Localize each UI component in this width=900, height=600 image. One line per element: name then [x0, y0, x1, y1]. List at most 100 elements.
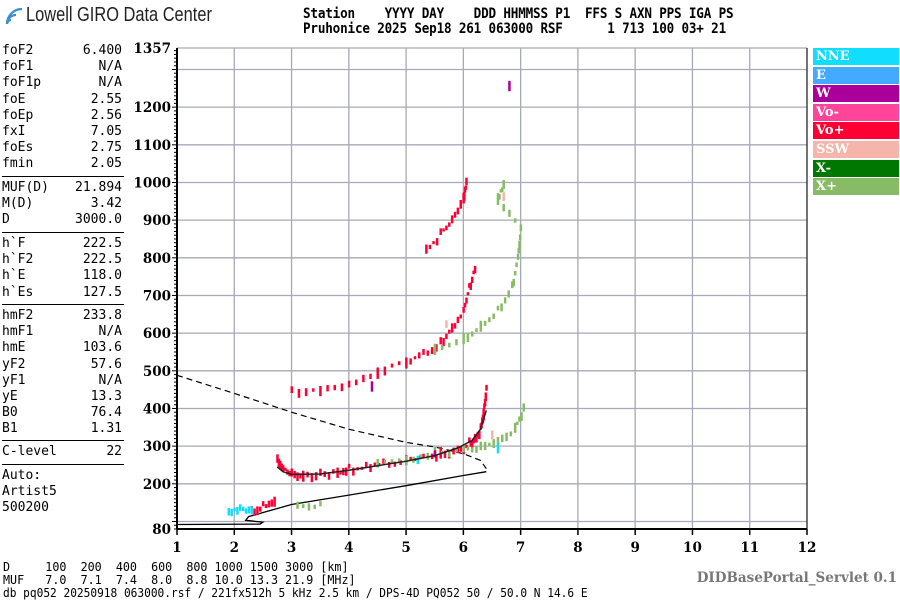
- trace-point-xplus: [455, 339, 458, 346]
- param-name: yE: [2, 389, 18, 404]
- trace-point-voplus: [459, 200, 462, 209]
- trace-point-voplus: [253, 508, 256, 516]
- trace-point-xplus: [501, 187, 504, 193]
- trace-point-voplus: [290, 468, 294, 477]
- param-value: 3000.0: [75, 212, 122, 228]
- trace-point-xplus: [513, 270, 517, 276]
- trace-point-xplus: [516, 253, 520, 260]
- divider: [2, 440, 124, 441]
- trace-point-voplus: [369, 464, 372, 473]
- x-tick-label: 4: [344, 540, 353, 556]
- trace-point-xplus: [470, 447, 474, 453]
- param-value: 2.56: [90, 107, 122, 123]
- logo: Lowell GIRO Data Center: [4, 3, 253, 27]
- trace-point-xplus: [466, 446, 470, 451]
- divider: [2, 304, 124, 305]
- trace-point-voplus: [344, 467, 348, 476]
- param-name: MUF(D): [2, 180, 49, 195]
- trace-point-voplus: [465, 297, 468, 304]
- trace-point-xplus: [475, 445, 478, 453]
- param-name: h`F: [2, 236, 26, 251]
- trace-point-xplus: [517, 247, 520, 254]
- param-value: 2.55: [90, 91, 122, 107]
- param-row-ye: yE 13.3: [2, 389, 122, 405]
- trace-point-voplus: [439, 337, 442, 345]
- trace-point-voplus: [376, 367, 379, 379]
- logo-text: Lowell GIRO Data Center: [26, 3, 212, 26]
- param-value: 222.5: [82, 236, 122, 251]
- trace-point-voplus: [450, 323, 454, 333]
- trace-point-voplus: [445, 225, 448, 231]
- param-value: 7.05: [90, 124, 122, 139]
- trace-point-xplus: [501, 434, 504, 443]
- trace-point-voplus: [472, 270, 475, 275]
- param-name: hmF1: [2, 324, 34, 340]
- trace-point-voplus: [422, 453, 425, 459]
- trace-point-voplus: [369, 373, 372, 379]
- trace-point-xplus: [483, 320, 487, 326]
- y-tick-label: 500: [143, 364, 171, 380]
- header-values: Pruhonice 2025 Sep18 261 063000 RSF 1 71…: [303, 21, 726, 37]
- param-name: C-level: [2, 444, 57, 459]
- trace-point-xplus: [512, 278, 515, 287]
- trace-point-xplus: [440, 344, 444, 350]
- trace-point-xplus: [505, 432, 508, 442]
- param-row-yf2: yF2 57.6: [2, 357, 122, 373]
- trace-point-voplus: [302, 470, 305, 482]
- trace-point-voplus: [485, 384, 488, 391]
- param-name: hmF2: [2, 308, 34, 323]
- trace-point-voplus: [453, 211, 457, 218]
- param-value: N/A: [98, 372, 122, 388]
- param-row-clevel: C-level 22: [2, 444, 122, 460]
- trace-point-xplus: [479, 441, 483, 451]
- trace-point-w: [433, 450, 437, 458]
- trace-point-voplus: [347, 463, 351, 469]
- trace-point-xplus: [462, 445, 465, 453]
- trace-point-voplus: [435, 454, 438, 462]
- trace-point-voplus: [469, 441, 473, 447]
- param-name: foEp: [2, 107, 34, 123]
- x-tick-label: 2: [230, 540, 239, 556]
- trace-point-voplus: [452, 447, 455, 455]
- legend-item-xplus: X+: [813, 178, 899, 196]
- trace-point-xplus: [462, 332, 465, 345]
- trace-point-voplus: [445, 333, 448, 340]
- param-value: N/A: [98, 59, 122, 75]
- trace-point-voplus: [409, 456, 412, 461]
- trace-point-xplus: [513, 422, 517, 433]
- trace-point-xplus: [433, 343, 437, 356]
- x-tick-label: 6: [459, 540, 468, 556]
- param-value: 103.6: [82, 340, 122, 356]
- trace-point-voplus: [387, 461, 391, 468]
- trace-point-voplus: [442, 337, 445, 347]
- x-tick-label: 3: [287, 540, 296, 556]
- trace-point-voplus: [417, 352, 421, 359]
- divider: [2, 464, 124, 465]
- trace-point-voplus: [299, 473, 302, 479]
- param-value: 22: [106, 444, 122, 459]
- trace-point-voplus: [340, 383, 344, 392]
- trace-point-voplus: [333, 384, 336, 391]
- trace-point-voplus: [327, 472, 331, 480]
- trace-point-nne: [230, 508, 233, 517]
- param-name: yF2: [2, 356, 26, 372]
- trace-point-nne: [496, 443, 500, 454]
- trace-point-voplus: [456, 316, 460, 324]
- trace-point-voplus: [468, 437, 471, 443]
- trace-point-voplus: [390, 363, 394, 368]
- trace-point-voplus: [373, 462, 377, 467]
- autoscaling-info: 500200: [2, 500, 49, 516]
- trace-point-voplus: [314, 472, 318, 481]
- trace-point-xplus: [513, 218, 517, 223]
- param-row-b0: B0 76.4: [2, 405, 122, 421]
- x-tick-label: 12: [798, 540, 817, 556]
- trace-point-voplus: [382, 458, 385, 464]
- trace-point-voplus: [439, 446, 442, 459]
- trace-point-voplus: [383, 366, 387, 376]
- param-value: 127.5: [82, 284, 122, 300]
- param-name: D: [2, 212, 10, 228]
- trace-point-voplus: [469, 282, 473, 291]
- trace-point-voplus: [448, 222, 451, 227]
- y-tick-label: 300: [143, 439, 171, 455]
